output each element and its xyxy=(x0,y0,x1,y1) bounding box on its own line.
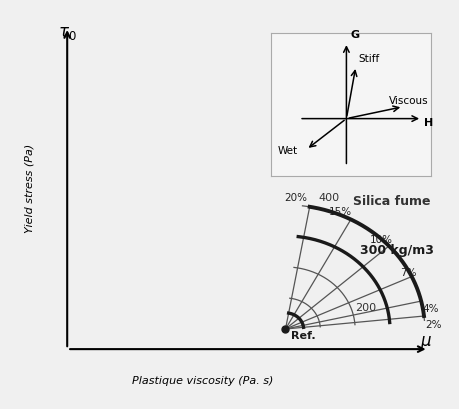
Text: 20%: 20% xyxy=(285,193,308,203)
Text: Plastique viscosity (Pa. s): Plastique viscosity (Pa. s) xyxy=(132,376,274,386)
Text: Viscous: Viscous xyxy=(389,96,429,106)
Text: Wet: Wet xyxy=(278,146,298,156)
Text: 10%: 10% xyxy=(369,235,392,245)
Text: 7%: 7% xyxy=(400,268,417,278)
Text: Stiff: Stiff xyxy=(358,54,380,64)
Text: Ref.: Ref. xyxy=(291,330,316,341)
Text: 2%: 2% xyxy=(425,320,442,330)
Text: 400: 400 xyxy=(318,193,339,203)
Text: $\tau_0$: $\tau_0$ xyxy=(58,24,77,42)
Text: 15%: 15% xyxy=(329,207,352,217)
Text: Silica fume: Silica fume xyxy=(353,195,431,208)
Text: 200: 200 xyxy=(355,303,376,313)
Text: H: H xyxy=(425,118,434,128)
Text: Yield stress (Pa): Yield stress (Pa) xyxy=(25,144,34,233)
Text: $\mu$: $\mu$ xyxy=(420,335,432,353)
Text: 4%: 4% xyxy=(422,304,439,314)
Text: G: G xyxy=(350,30,359,40)
Text: 300 kg/m3: 300 kg/m3 xyxy=(360,244,434,257)
